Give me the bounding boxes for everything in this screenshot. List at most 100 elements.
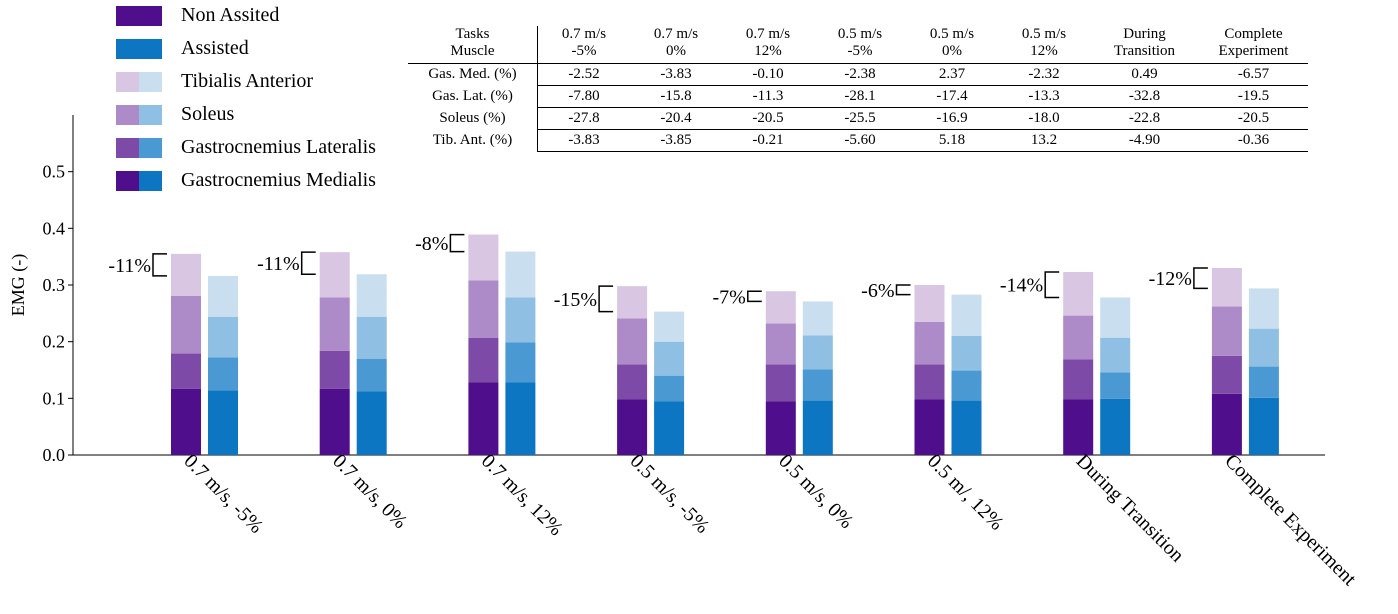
col-header-line: -5% bbox=[571, 43, 597, 59]
legend-label: Non Assited bbox=[181, 4, 280, 26]
reduction-label: -14% bbox=[1000, 275, 1043, 297]
bar-non-assisted-segment bbox=[319, 388, 350, 455]
legend-label: Gastrocnemius Medialis bbox=[181, 169, 376, 191]
x-tick-label: 0.7 m/s, 12% bbox=[477, 450, 567, 540]
bar-non-assisted-segment bbox=[617, 399, 648, 455]
table-cell: -2.52 bbox=[537, 63, 630, 86]
reduction-label: -6% bbox=[861, 280, 894, 302]
table-cell: -3.85 bbox=[630, 129, 722, 152]
bar-non-assisted-segment bbox=[468, 280, 499, 338]
col-header-line: 0.7 m/s bbox=[653, 26, 699, 42]
bar-assisted-segment bbox=[1248, 288, 1279, 329]
table-cell: -4.90 bbox=[1090, 129, 1199, 152]
y-tick-label: 0.1 bbox=[43, 388, 66, 408]
table-corner-tasks: Tasks bbox=[455, 26, 490, 42]
reduction-bracket bbox=[1193, 267, 1208, 290]
bar-assisted-segment bbox=[951, 370, 982, 401]
bar-assisted-segment bbox=[654, 341, 685, 376]
y-axis-label: EMG (-) bbox=[8, 254, 29, 316]
table-cell: -18.0 bbox=[998, 107, 1090, 130]
reduction-label: -7% bbox=[712, 286, 745, 308]
bar-non-assisted-segment bbox=[914, 321, 945, 365]
table-row: Soleus (%) -27.8 -20.4 -20.5 -25.5 -16.9… bbox=[408, 107, 1308, 130]
legend-swatch bbox=[116, 171, 139, 191]
col-header-line: 0% bbox=[666, 43, 686, 59]
legend-label: Tibialis Anterior bbox=[181, 70, 314, 92]
table-row-label: Gas. Lat. (%) bbox=[408, 85, 538, 108]
legend-swatch bbox=[139, 138, 162, 158]
table-corner-header: Tasks Muscle bbox=[408, 26, 538, 64]
x-tick-label: 0.7 m/s, 0% bbox=[328, 450, 411, 533]
x-tick-label: 0.5 m/, 12% bbox=[923, 450, 1008, 535]
table-row-label: Soleus (%) bbox=[408, 107, 538, 130]
reduction-bracket bbox=[747, 290, 762, 303]
table-cell: -19.5 bbox=[1199, 85, 1308, 108]
col-header-line: 0.5 m/s bbox=[929, 26, 975, 42]
bar-assisted-segment bbox=[1100, 372, 1131, 399]
bar-assisted-segment bbox=[951, 336, 982, 371]
legend-swatch bbox=[116, 105, 139, 125]
reduction-label: -15% bbox=[554, 289, 597, 311]
col-header-line: 0.7 m/s bbox=[561, 26, 607, 42]
table-cell: 5.18 bbox=[906, 129, 998, 152]
table-cell: -0.10 bbox=[722, 63, 814, 86]
col-header-line: 0.5 m/s bbox=[837, 26, 883, 42]
bar-assisted-segment bbox=[654, 375, 685, 402]
table-row: Gas. Med. (%) -2.52 -3.83 -0.10 -2.38 2.… bbox=[408, 63, 1308, 86]
bar-non-assisted-segment bbox=[617, 364, 648, 400]
legend-swatch bbox=[139, 171, 162, 191]
bar-assisted-segment bbox=[208, 275, 238, 317]
bar-assisted-segment bbox=[951, 400, 982, 455]
col-header-line: 0.5 m/s bbox=[1021, 26, 1067, 42]
table-cell: -6.57 bbox=[1199, 63, 1308, 86]
col-header-line: Complete bbox=[1224, 26, 1283, 42]
bar-assisted-segment bbox=[356, 316, 387, 359]
table-col-header: Complete Experiment bbox=[1199, 26, 1308, 64]
bar-assisted-segment bbox=[356, 391, 387, 455]
table-cell: -15.8 bbox=[630, 85, 722, 108]
table-cell: -28.1 bbox=[814, 85, 906, 108]
table-cell: 13.2 bbox=[998, 129, 1090, 152]
col-header-line: Transition bbox=[1113, 43, 1176, 59]
reduction-bracket bbox=[152, 253, 167, 277]
legend-swatch bbox=[139, 105, 162, 125]
x-tick-label: 0.5 m/s, -5% bbox=[626, 450, 714, 538]
bar-non-assisted-segment bbox=[914, 364, 945, 400]
bar-assisted-segment bbox=[356, 274, 387, 317]
bar-assisted-segment bbox=[505, 342, 536, 383]
col-header-line: -5% bbox=[847, 43, 873, 59]
col-header-line: 12% bbox=[754, 43, 782, 59]
bar-non-assisted-segment bbox=[319, 297, 350, 351]
table-cell: -0.21 bbox=[722, 129, 814, 152]
bar-non-assisted-segment bbox=[468, 382, 499, 455]
bar-assisted-segment bbox=[802, 400, 833, 455]
table-col-header: 0.7 m/s 0% bbox=[630, 26, 722, 64]
table-cell: -17.4 bbox=[906, 85, 998, 108]
results-table: Tasks Muscle 0.7 m/s -5% 0.7 m/s 0% 0.7 m/… bbox=[408, 26, 1308, 152]
table-row: Gas. Lat. (%) -7.80 -15.8 -11.3 -28.1 -1… bbox=[408, 85, 1308, 108]
table-cell: -13.3 bbox=[998, 85, 1090, 108]
bar-assisted-segment bbox=[356, 358, 387, 392]
bar-non-assisted-segment bbox=[1211, 268, 1242, 307]
bar-non-assisted-segment bbox=[319, 350, 350, 389]
bar-non-assisted-segment bbox=[914, 399, 945, 455]
x-tick-label: 0.7 m/s, -5% bbox=[179, 450, 267, 538]
reduction-label: -11% bbox=[108, 255, 151, 277]
x-tick-label: Complete Experiment bbox=[1220, 450, 1360, 590]
x-tick-label: During Transition bbox=[1072, 450, 1189, 567]
table-col-header: During Transition bbox=[1090, 26, 1199, 64]
bar-non-assisted-segment bbox=[1211, 393, 1242, 455]
bar-non-assisted-segment bbox=[1063, 271, 1094, 316]
bar-assisted-segment bbox=[208, 357, 238, 391]
reduction-label: -8% bbox=[415, 233, 448, 255]
bar-non-assisted-segment bbox=[1211, 306, 1242, 356]
reduction-bracket bbox=[598, 285, 614, 313]
table-cell: -2.32 bbox=[998, 63, 1090, 86]
table-cell: -16.9 bbox=[906, 107, 998, 130]
bar-assisted-segment bbox=[208, 316, 238, 358]
bar-assisted-segment bbox=[1248, 366, 1279, 398]
table-cell: 2.37 bbox=[906, 63, 998, 86]
bar-assisted-segment bbox=[505, 251, 536, 298]
bar-non-assisted-segment bbox=[1211, 355, 1242, 394]
table-corner-muscle: Muscle bbox=[450, 43, 495, 59]
